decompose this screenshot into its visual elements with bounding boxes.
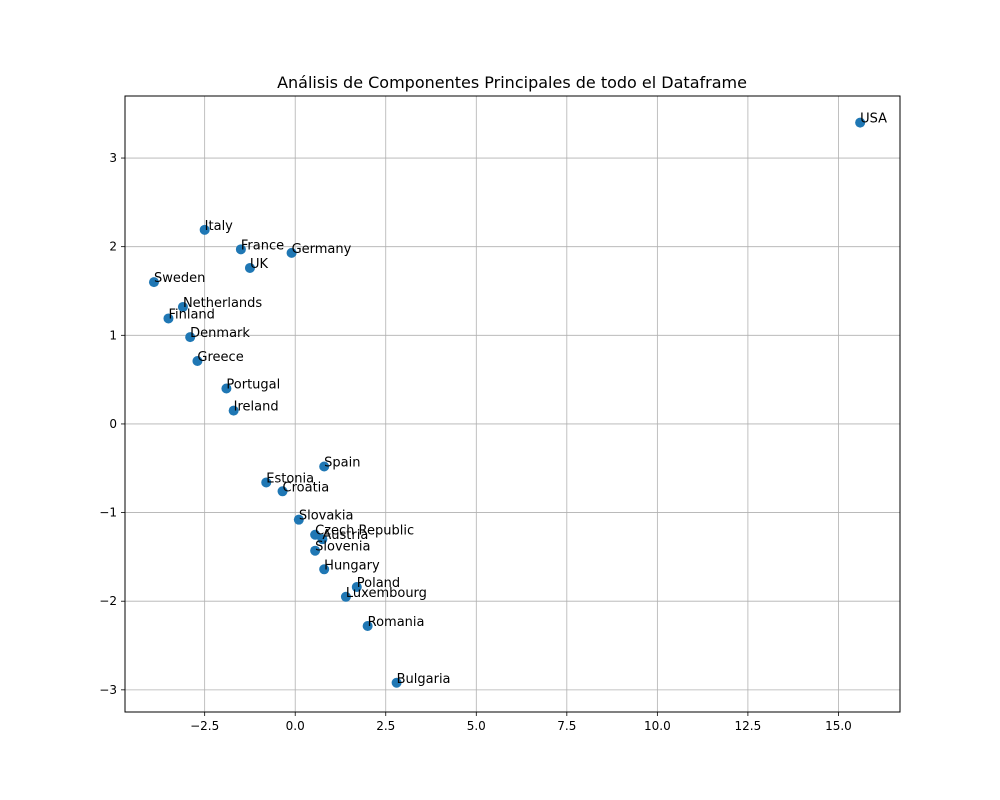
data-point [310,545,321,556]
y-tick-label: 2 [109,240,117,254]
data-point [362,621,373,632]
data-point [244,262,255,273]
data-point [163,313,174,324]
y-tick-label: 1 [109,328,117,342]
data-point-label: Romania [368,615,425,630]
data-point-label: Luxembourg [346,586,427,601]
data-point [148,277,159,288]
data-point-label: France [241,238,284,253]
data-point-label: Ireland [234,400,279,415]
data-point-label: Greece [197,350,243,365]
x-tick-label: 15.0 [825,719,852,733]
data-point-label: Germany [292,242,352,257]
data-point-label: Netherlands [183,296,262,311]
data-point [391,677,402,688]
data-point-label: Austria [322,528,368,543]
data-point-label: Finland [168,307,214,322]
data-point-label: Italy [205,219,234,234]
x-tick-label: 0.0 [286,719,305,733]
data-point-label: Slovenia [315,540,370,555]
data-point [319,461,330,472]
data-point-label: Hungary [324,558,380,573]
x-tick-label: 12.5 [735,719,762,733]
data-point [340,591,351,602]
data-point-label: Czech Republic [315,524,414,539]
x-tick-label: 10.0 [644,719,671,733]
data-point [199,224,210,235]
y-tick-label: −2 [99,594,117,608]
data-point-label: Estonia [266,471,314,486]
data-point-label: USA [860,112,887,127]
data-point [310,529,321,540]
data-point [261,477,272,488]
data-point-label: Poland [357,576,400,591]
chart-title: Análisis de Componentes Principales de t… [277,73,747,92]
data-point-label: UK [250,257,269,272]
data-point-label: Spain [324,455,360,470]
x-axis-ticks: −2.5 0.0 2.5 5.0 7.5 10.0 12.5 15.0 [190,712,852,733]
data-point [228,405,239,416]
data-point-label: Portugal [226,377,280,392]
x-tick-label: 2.5 [376,719,395,733]
y-tick-label: −1 [99,506,117,520]
plot-frame [124,95,901,713]
y-axis-ticks: −3 −2 −1 0 1 2 3 [99,151,125,697]
data-point-label: Denmark [190,326,250,341]
data-point [177,301,188,312]
data-point [221,383,232,394]
y-tick-label: −3 [99,683,117,697]
y-tick-label: 0 [109,417,117,431]
data-point [192,356,203,367]
data-point [277,486,288,497]
x-tick-label: 5.0 [467,719,486,733]
data-point-label: Croatia [283,480,330,495]
x-tick-label: 7.5 [557,719,576,733]
data-points: USA Italy France Germany UK Sweden Netherlands… [148,112,887,688]
data-point [286,247,297,258]
x-tick-label: −2.5 [190,719,219,733]
data-point [351,582,362,593]
data-point-label: Slovakia [299,509,354,524]
data-point-label: Bulgaria [397,672,451,687]
data-point [855,117,866,128]
grid-lines [125,96,900,712]
y-tick-label: 3 [109,151,117,165]
data-point [317,534,328,545]
data-point [319,564,330,575]
data-point-label: Sweden [154,271,205,286]
data-point [185,332,196,343]
data-point [235,244,246,255]
data-point [293,514,304,525]
